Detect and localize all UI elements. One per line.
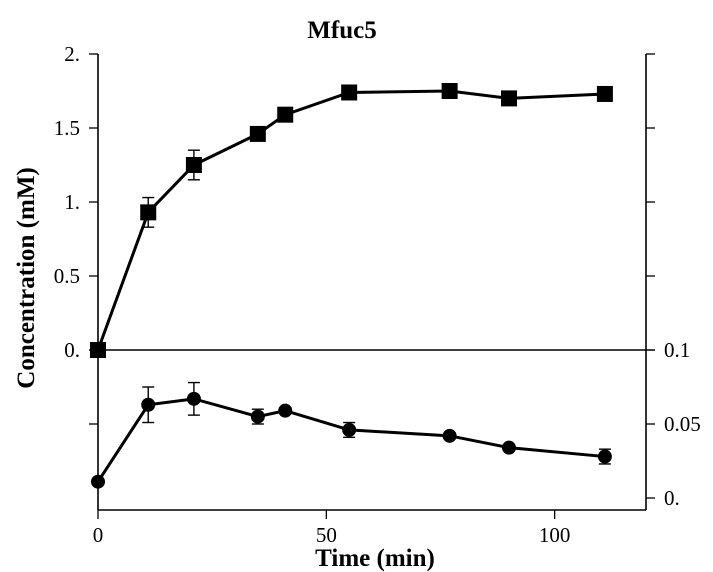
y-tick-label-left: 2. (64, 42, 80, 66)
y-tick-label-right: 0.05 (664, 412, 701, 436)
circle-data-point (141, 397, 156, 412)
y-tick-label-left: 1. (64, 190, 80, 214)
square-data-point (441, 83, 458, 99)
top-series-line (96, 89, 605, 351)
y-tick-label-right: 0. (664, 486, 680, 510)
y-axis-title: Concentration (mM) (13, 167, 40, 388)
x-tick-label: 100 (539, 523, 571, 547)
y-tick-label-left: 0. (64, 338, 80, 362)
circle-data-point (342, 422, 357, 437)
y-tick-label-left: 0.5 (54, 264, 80, 288)
square-data-point (185, 157, 202, 173)
x-tick-label: 50 (316, 523, 337, 547)
square-data-point (596, 85, 613, 102)
circle-data-point (597, 449, 612, 464)
x-axis-title: Time (min) (315, 545, 435, 572)
circle-data-point (442, 428, 457, 443)
square-data-point (501, 90, 517, 107)
circle-data-point (91, 474, 105, 489)
chart-title: Mfuc5 (307, 17, 376, 44)
x-tick-label: 0 (93, 523, 104, 547)
square-data-point (277, 106, 294, 123)
circle-data-point (278, 403, 293, 418)
y-tick-label-left: 1.5 (54, 116, 80, 140)
circle-data-point (502, 440, 516, 455)
square-data-point (249, 125, 266, 142)
bottom-series-line (96, 397, 606, 483)
y-tick-label-right: 0.1 (664, 338, 690, 362)
circle-data-point (250, 409, 265, 424)
square-data-point (341, 84, 358, 101)
circle-data-point (186, 391, 201, 406)
square-data-point (140, 204, 157, 221)
